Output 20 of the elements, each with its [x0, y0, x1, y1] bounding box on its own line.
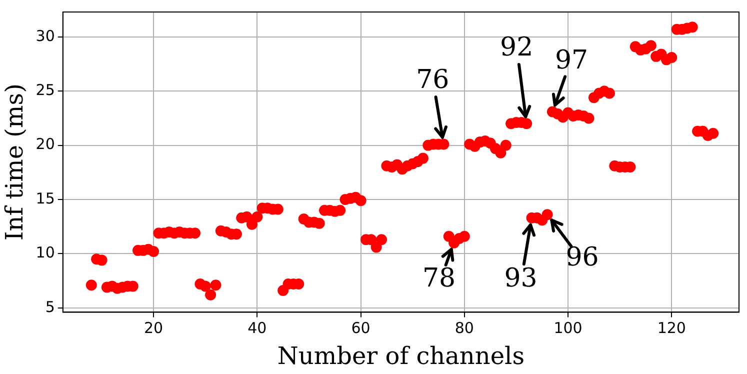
x-tick-label: 20: [144, 319, 164, 338]
y-tick-label: 30: [36, 26, 55, 45]
y-axis-title: Inf time (ms): [0, 84, 29, 241]
x-tick-label: 60: [351, 319, 370, 338]
x-axis-title: Number of channels: [277, 342, 525, 370]
y-tick-label: 15: [36, 189, 55, 208]
x-tick-label: 120: [657, 319, 686, 338]
annotation: 93: [504, 264, 538, 294]
y-tick-label: 25: [36, 81, 55, 100]
x-tick-label: 40: [248, 319, 267, 338]
annotation: 97: [554, 45, 588, 76]
y-tick-label: 5: [45, 298, 55, 316]
y-tick-label: 10: [36, 244, 55, 262]
annotation: 96: [566, 242, 599, 272]
x-tick-label: 80: [454, 319, 474, 338]
annotation: 92: [500, 32, 534, 62]
y-tick-label: 20: [36, 135, 55, 154]
x-tick-label: 100: [554, 319, 582, 338]
annotation: 78: [422, 264, 456, 294]
annotation: 76: [416, 64, 450, 95]
